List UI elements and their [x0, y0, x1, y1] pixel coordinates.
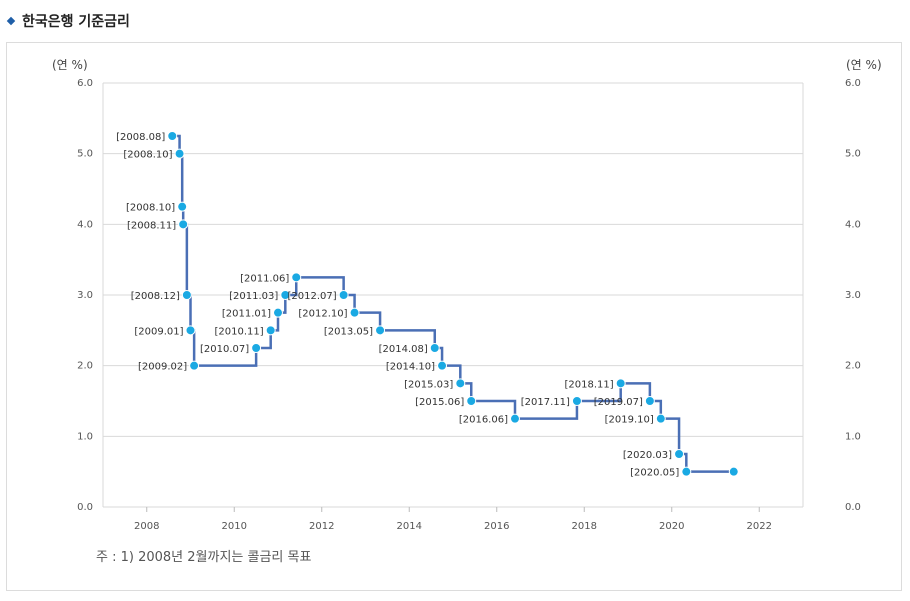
- data-label: [2019.07]: [594, 397, 643, 408]
- x-tick-label: 2014: [397, 521, 422, 532]
- data-label: [2011.01]: [222, 309, 271, 320]
- data-point: [181, 290, 192, 300]
- x-tick-label: 2016: [484, 521, 509, 532]
- data-point: [655, 413, 666, 424]
- data-label: [2009.01]: [134, 326, 183, 337]
- data-label: [2014.08]: [379, 344, 428, 355]
- y-axis-title-right: (연 %): [846, 58, 882, 72]
- data-point: [429, 343, 440, 353]
- y-tick-label-right: 0.0: [845, 502, 861, 513]
- data-point: [571, 396, 582, 406]
- x-tick-label: 2012: [309, 521, 334, 532]
- data-point: [265, 325, 276, 336]
- data-label: [2015.03]: [404, 379, 453, 390]
- x-tick-label: 2020: [659, 521, 684, 532]
- x-tick-label: 2010: [222, 521, 247, 532]
- chart-frame: [6, 42, 902, 591]
- y-tick-label-left: 6.0: [77, 78, 93, 89]
- data-point: [466, 396, 477, 406]
- y-tick-label-left: 2.0: [77, 361, 93, 372]
- y-tick-label-left: 3.0: [77, 290, 93, 301]
- data-label: [2008.10]: [126, 203, 175, 214]
- y-tick-label-right: 1.0: [845, 431, 861, 442]
- data-label: [2010.11]: [215, 326, 264, 337]
- data-point: [728, 466, 739, 477]
- data-point: [273, 307, 283, 318]
- y-tick-label-right: 5.0: [845, 149, 861, 160]
- data-label: [2012.10]: [298, 309, 347, 320]
- data-point: [291, 272, 302, 283]
- y-tick-label-left: 4.0: [77, 219, 93, 230]
- x-tick-label: 2022: [747, 521, 772, 532]
- x-tick-label: 2018: [572, 521, 597, 532]
- data-point: [375, 325, 386, 336]
- data-point: [338, 290, 349, 300]
- data-point: [251, 343, 262, 353]
- data-label: [2020.03]: [623, 450, 672, 461]
- data-point: [280, 290, 291, 300]
- data-label: [2009.02]: [138, 362, 187, 373]
- data-point: [167, 131, 178, 141]
- data-label: [2014.10]: [386, 362, 435, 373]
- y-tick-label-right: 2.0: [845, 361, 861, 372]
- data-point: [615, 378, 626, 389]
- data-point: [509, 413, 520, 424]
- data-point: [681, 466, 692, 477]
- data-label: [2020.05]: [630, 468, 679, 479]
- y-tick-label-left: 0.0: [77, 502, 93, 513]
- data-point: [185, 325, 196, 336]
- data-label: [2015.06]: [415, 397, 464, 408]
- data-label: [2008.12]: [131, 291, 180, 302]
- title-row: 한국은행 기준금리: [6, 10, 130, 32]
- y-axis-title-left: (연 %): [52, 58, 88, 72]
- data-label: [2010.07]: [200, 344, 249, 355]
- data-label: [2018.11]: [565, 379, 614, 390]
- data-label: [2017.11]: [521, 397, 570, 408]
- x-tick-label: 2008: [134, 521, 159, 532]
- data-label: [2013.05]: [324, 326, 373, 337]
- data-point: [178, 219, 189, 230]
- data-label: [2008.08]: [116, 132, 165, 143]
- data-label: [2012.07]: [287, 291, 336, 302]
- data-point: [644, 396, 655, 406]
- data-label: [2011.03]: [229, 291, 278, 302]
- y-tick-label-right: 3.0: [845, 290, 861, 301]
- data-label: [2008.10]: [123, 150, 172, 161]
- chart-title: 한국은행 기준금리: [22, 14, 130, 30]
- data-point: [174, 148, 185, 159]
- data-point: [189, 360, 200, 371]
- data-label: [2019.10]: [605, 415, 654, 426]
- data-point: [437, 360, 448, 371]
- data-point: [455, 378, 466, 389]
- data-point: [674, 449, 685, 459]
- data-point: [177, 201, 188, 212]
- y-tick-label-right: 6.0: [845, 78, 861, 89]
- data-label: [2011.06]: [240, 273, 289, 284]
- y-tick-label-left: 5.0: [77, 149, 93, 160]
- data-point: [349, 307, 360, 318]
- y-tick-label-left: 1.0: [77, 431, 93, 442]
- y-tick-label-right: 4.0: [845, 219, 861, 230]
- data-label: [2016.06]: [459, 415, 508, 426]
- footnote: 주 : 1) 2008년 2월까지는 콜금리 목표: [96, 550, 312, 565]
- data-label: [2008.11]: [127, 220, 176, 231]
